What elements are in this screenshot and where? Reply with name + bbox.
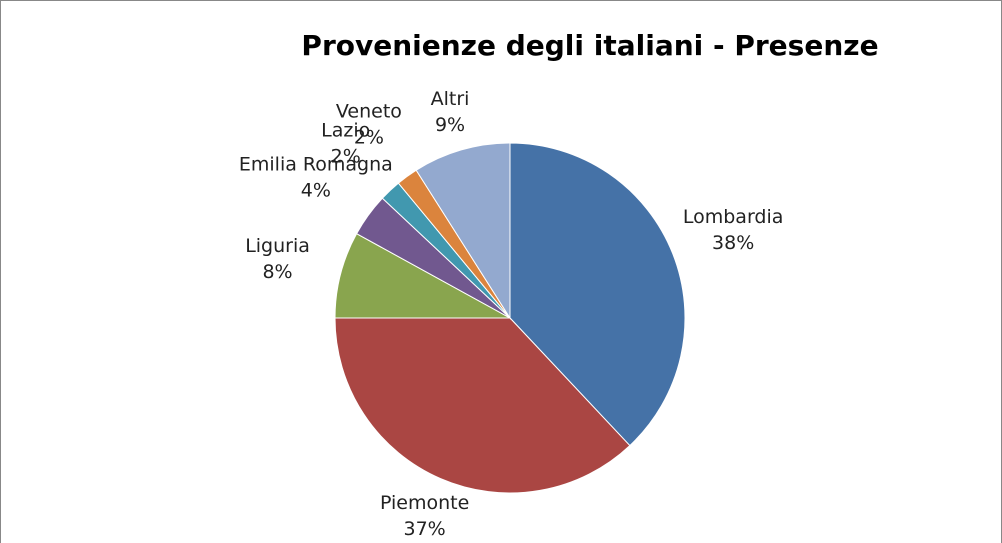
pie-slice [415, 142, 511, 320]
slice-value-label: 4% [301, 179, 331, 201]
slice-value-label: 2% [354, 126, 384, 148]
slice-category-label: Lombardia [683, 206, 784, 228]
slice-category-label: Veneto [336, 100, 402, 122]
pie-slice [509, 142, 686, 447]
slice-category-label: Piemonte [380, 492, 469, 514]
slice-category-label: Lazio [321, 120, 370, 142]
slice-category-label: Liguria [245, 235, 310, 257]
pie-slice [334, 317, 631, 494]
slice-category-label: Emilia Romagna [239, 153, 393, 175]
chart-title: Provenienze degli italiani - Presenze [301, 29, 878, 62]
slice-value-label: 38% [712, 232, 754, 254]
slice-value-label: 9% [435, 114, 465, 136]
slice-value-label: 37% [403, 518, 445, 540]
slice-value-label: 8% [262, 261, 292, 283]
slice-value-label: 2% [331, 146, 361, 168]
slice-category-label: Altri [431, 88, 470, 110]
